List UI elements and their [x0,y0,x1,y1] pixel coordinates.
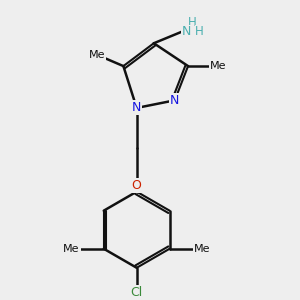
Text: H: H [188,16,196,29]
Text: H: H [195,25,204,38]
Text: Me: Me [210,61,227,71]
Text: N: N [132,101,141,114]
Text: Cl: Cl [130,286,143,299]
Text: Me: Me [63,244,80,254]
Text: N: N [182,25,191,38]
Text: Me: Me [88,50,105,60]
Text: N: N [170,94,179,107]
Text: O: O [132,179,142,192]
Text: Me: Me [194,244,210,254]
